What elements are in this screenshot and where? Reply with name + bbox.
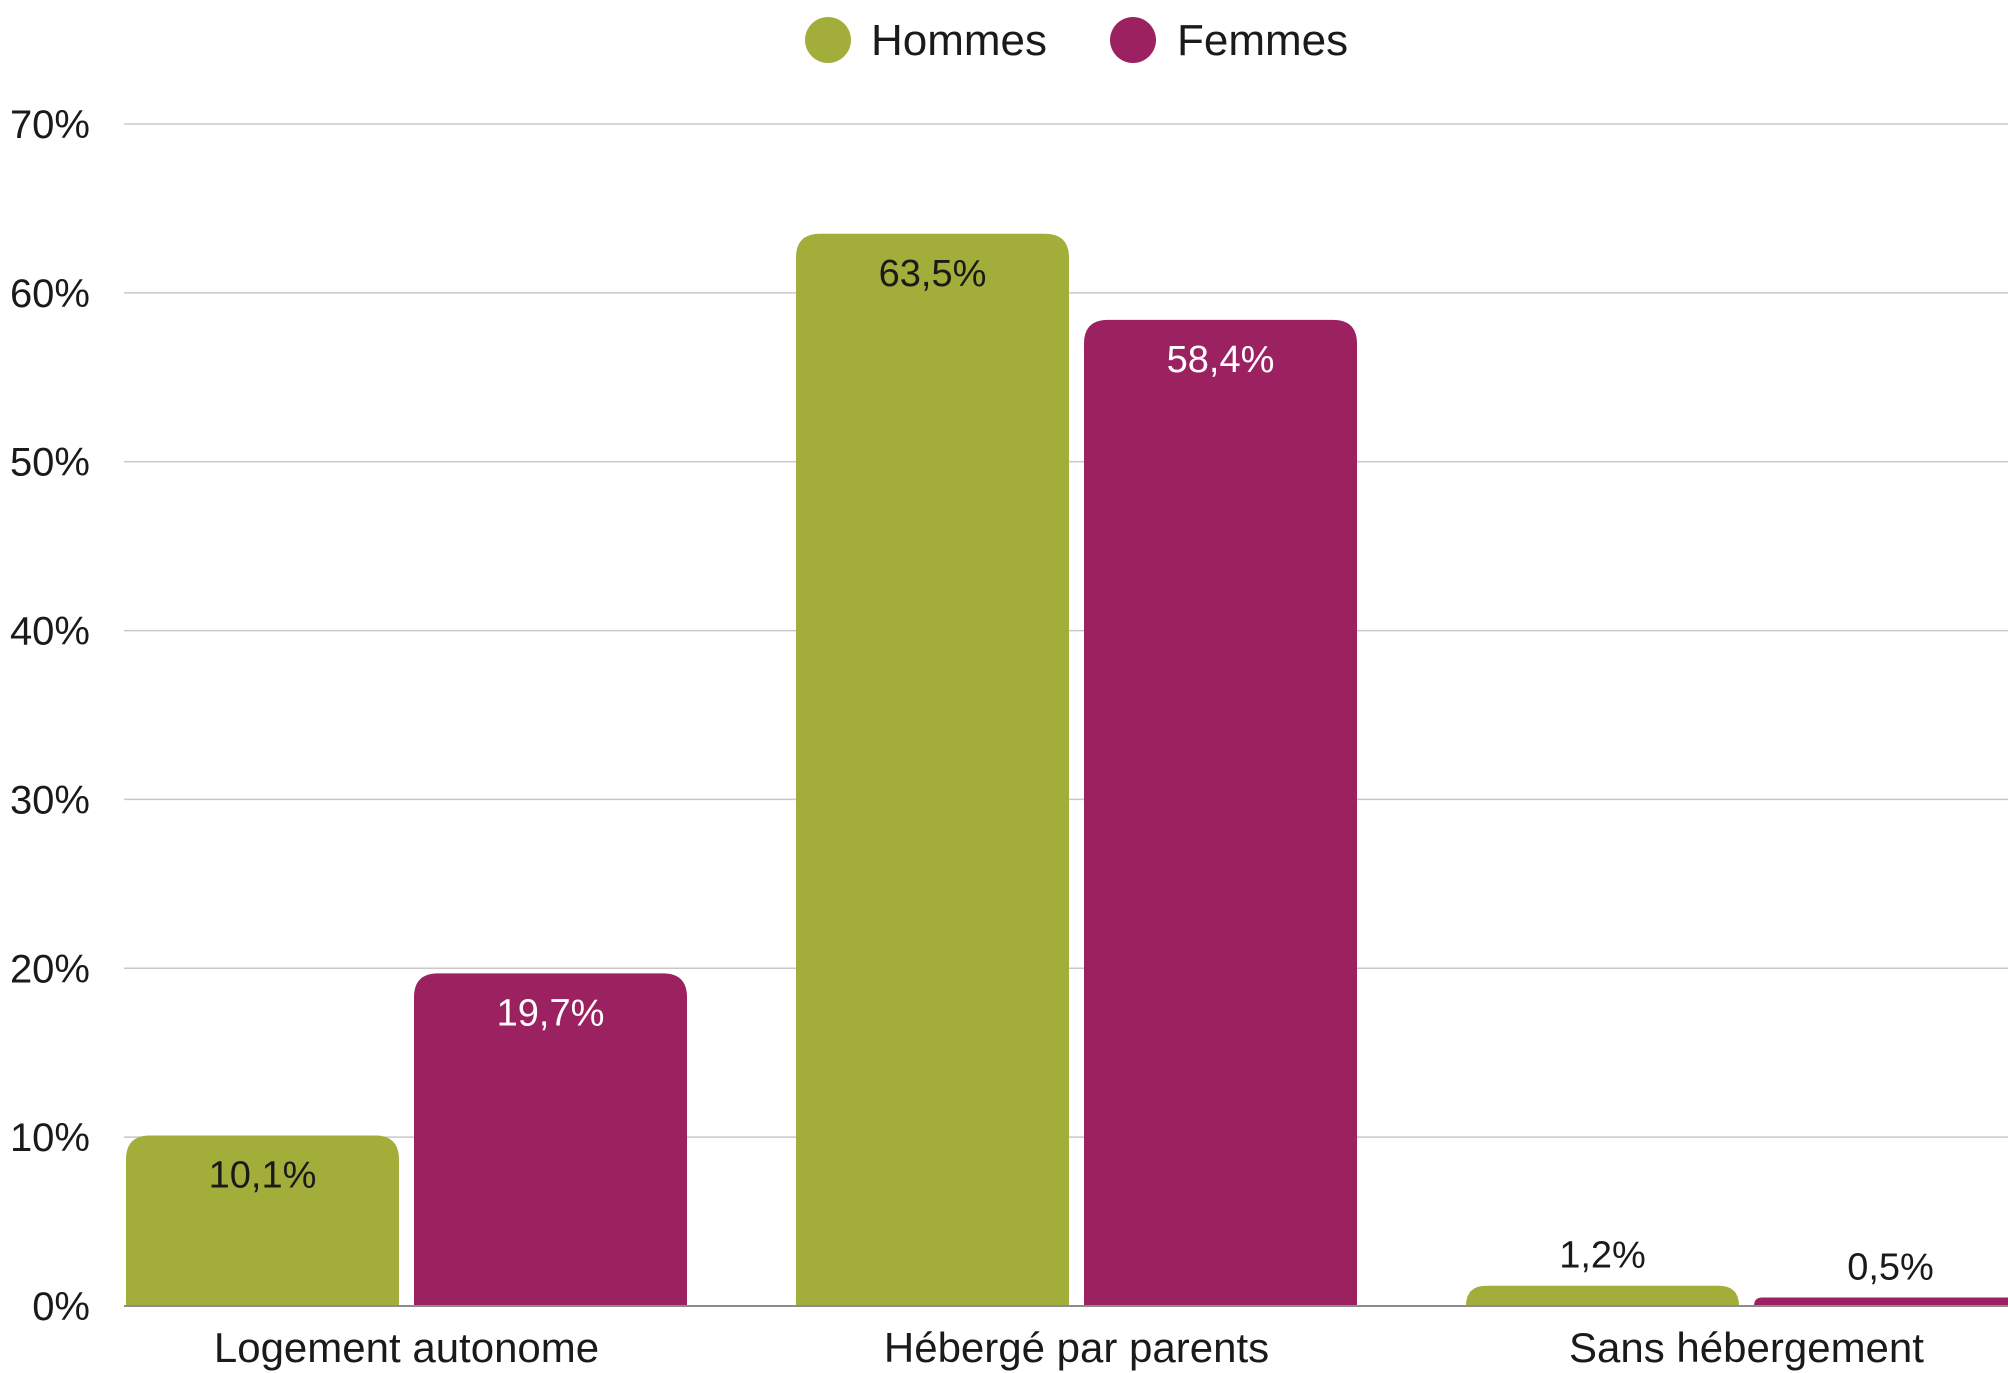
category-label: Logement autonome bbox=[214, 1324, 599, 1371]
y-tick-label: 40% bbox=[10, 610, 90, 654]
data-label-femmes: 0,5% bbox=[1847, 1247, 1934, 1289]
legend-item-hommes[interactable]: Hommes bbox=[805, 16, 1047, 65]
legend-label-hommes: Hommes bbox=[871, 16, 1047, 65]
legend-item-femmes[interactable]: Femmes bbox=[1110, 16, 1348, 65]
data-label-femmes: 19,7% bbox=[497, 992, 605, 1034]
data-label-hommes: 63,5% bbox=[879, 253, 987, 295]
legend: Hommes Femmes bbox=[805, 16, 1348, 65]
data-label-hommes: 10,1% bbox=[209, 1154, 317, 1196]
category-label: Sans hébergement bbox=[1569, 1324, 1924, 1371]
y-tick-label: 30% bbox=[10, 778, 90, 822]
data-label-hommes: 1,2% bbox=[1559, 1235, 1646, 1277]
bar-femmes bbox=[414, 973, 687, 1306]
bar-femmes bbox=[1754, 1297, 2008, 1306]
data-label-femmes: 58,4% bbox=[1167, 339, 1275, 381]
bar-hommes bbox=[1466, 1285, 1739, 1306]
legend-swatch-hommes bbox=[805, 17, 851, 63]
y-tick-label: 70% bbox=[10, 103, 90, 147]
y-tick-label: 60% bbox=[10, 272, 90, 316]
bar-femmes bbox=[1084, 319, 1357, 1307]
category-label: Hébergé par parents bbox=[884, 1324, 1269, 1371]
y-tick-label: 10% bbox=[10, 1116, 90, 1160]
legend-label-femmes: Femmes bbox=[1177, 16, 1348, 65]
bars bbox=[126, 233, 2008, 1307]
y-tick-label: 0% bbox=[32, 1285, 90, 1329]
y-tick-label: 20% bbox=[10, 947, 90, 991]
bar-hommes bbox=[126, 1135, 399, 1306]
y-tick-label: 50% bbox=[10, 441, 90, 485]
category-labels: Logement autonome Hébergé par parents Sans… bbox=[214, 1324, 1924, 1371]
bar-hommes bbox=[796, 233, 1069, 1307]
y-axis-ticks: 0% 10% 20% 30% 40% 50% 60% 70% bbox=[10, 103, 90, 1329]
data-labels: 10,1% 19,7% 63,5% 58,4% 1,2% 0,5% bbox=[209, 253, 1934, 1289]
legend-swatch-femmes bbox=[1110, 17, 1156, 63]
